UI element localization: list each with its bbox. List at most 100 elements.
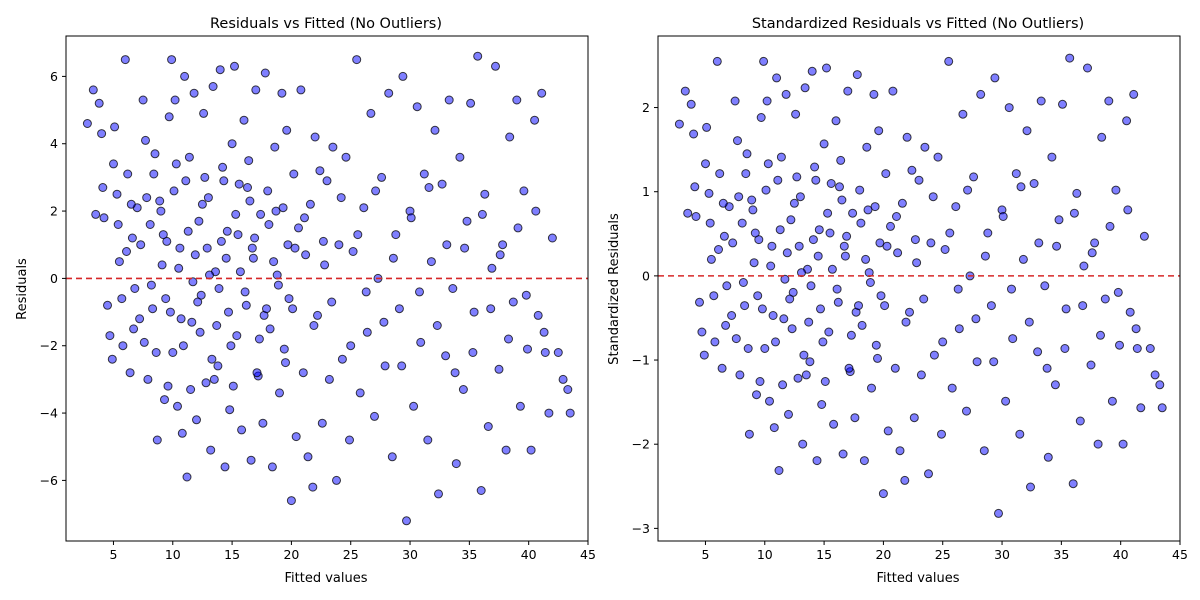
data-point [850,413,860,423]
data-point [444,95,454,105]
x-tick-label: 5 [701,547,709,562]
data-point [334,240,344,250]
data-point [901,317,911,327]
data-point [117,294,127,304]
data-point [244,156,254,166]
data-point [848,208,858,218]
x-tick-label: 25 [343,547,359,562]
data-point [870,202,880,212]
data-point [733,136,742,146]
data-point [827,264,837,274]
data-point [180,71,190,81]
data-point [962,406,971,416]
data-point [833,297,843,307]
data-point [683,208,693,218]
data-point [719,231,729,241]
y-axis-label: Residuals [15,258,30,320]
data-point [1040,281,1050,291]
data-point [762,96,772,106]
data-point [203,193,213,203]
data-point [1132,344,1142,353]
data-point [919,294,929,304]
data-point [831,116,841,126]
data-point [784,409,793,419]
data-point [94,98,104,108]
data-point [387,452,397,462]
data-point [816,304,825,314]
data-point [718,198,728,208]
data-point [155,196,165,206]
data-point [480,189,490,199]
data-point [218,162,228,172]
data-point [82,119,92,128]
data-point [450,368,460,378]
data-point [938,337,948,347]
data-point [801,370,811,380]
data-point [182,472,192,482]
y-tick-label: 2 [50,204,58,219]
data-point [699,350,709,360]
data-point [170,95,180,105]
data-point [533,310,543,320]
data-point [189,88,199,98]
data-point [1060,344,1070,353]
data-point [260,68,270,78]
data-point [768,311,778,320]
data-point [270,142,280,152]
data-point [840,251,850,261]
data-point [963,185,973,195]
data-point [539,327,549,337]
data-point [680,86,690,96]
data-point [212,321,222,330]
data-point [702,122,712,132]
data-point [1155,380,1165,390]
plot-frame [65,35,589,542]
data-point [553,348,563,357]
data-point [737,218,747,228]
x-tick-label: 10 [757,547,773,562]
data-point [924,469,933,479]
data-point [281,358,290,368]
data-point [1069,208,1079,218]
data-point [146,280,156,290]
data-point [1113,287,1123,297]
data-point [859,456,869,466]
data-point [163,381,173,391]
data-point [318,236,328,246]
x-tick-label: 20 [875,547,891,562]
data-point [243,183,252,192]
data-point [139,337,149,347]
data-point [743,344,753,353]
data-point [776,152,786,162]
data-point [226,341,236,351]
data-point [298,368,308,378]
data-point [878,489,888,499]
data-point [886,221,895,231]
x-axis-label: Fitted values [284,571,367,586]
data-point [352,55,362,65]
data-point [221,253,231,263]
data-point [1115,340,1124,350]
data-point [214,284,224,293]
data-point [820,377,830,386]
data-point [233,230,243,240]
x-tick-label: 10 [165,547,181,562]
data-point [721,320,731,330]
data-point [460,243,470,253]
data-point [759,56,769,66]
data-point [905,307,914,317]
data-point [740,301,750,311]
data-point [895,446,905,456]
data-point [976,89,986,99]
data-point [753,291,763,301]
x-axis-label: Fitted values [876,571,959,586]
data-point [1129,89,1139,99]
data-point [256,209,266,219]
data-point [98,183,108,192]
data-point [810,162,820,172]
x-tick-label: 35 [1053,547,1069,562]
data-point [476,486,486,495]
data-point [251,85,261,95]
data-point [519,186,529,196]
